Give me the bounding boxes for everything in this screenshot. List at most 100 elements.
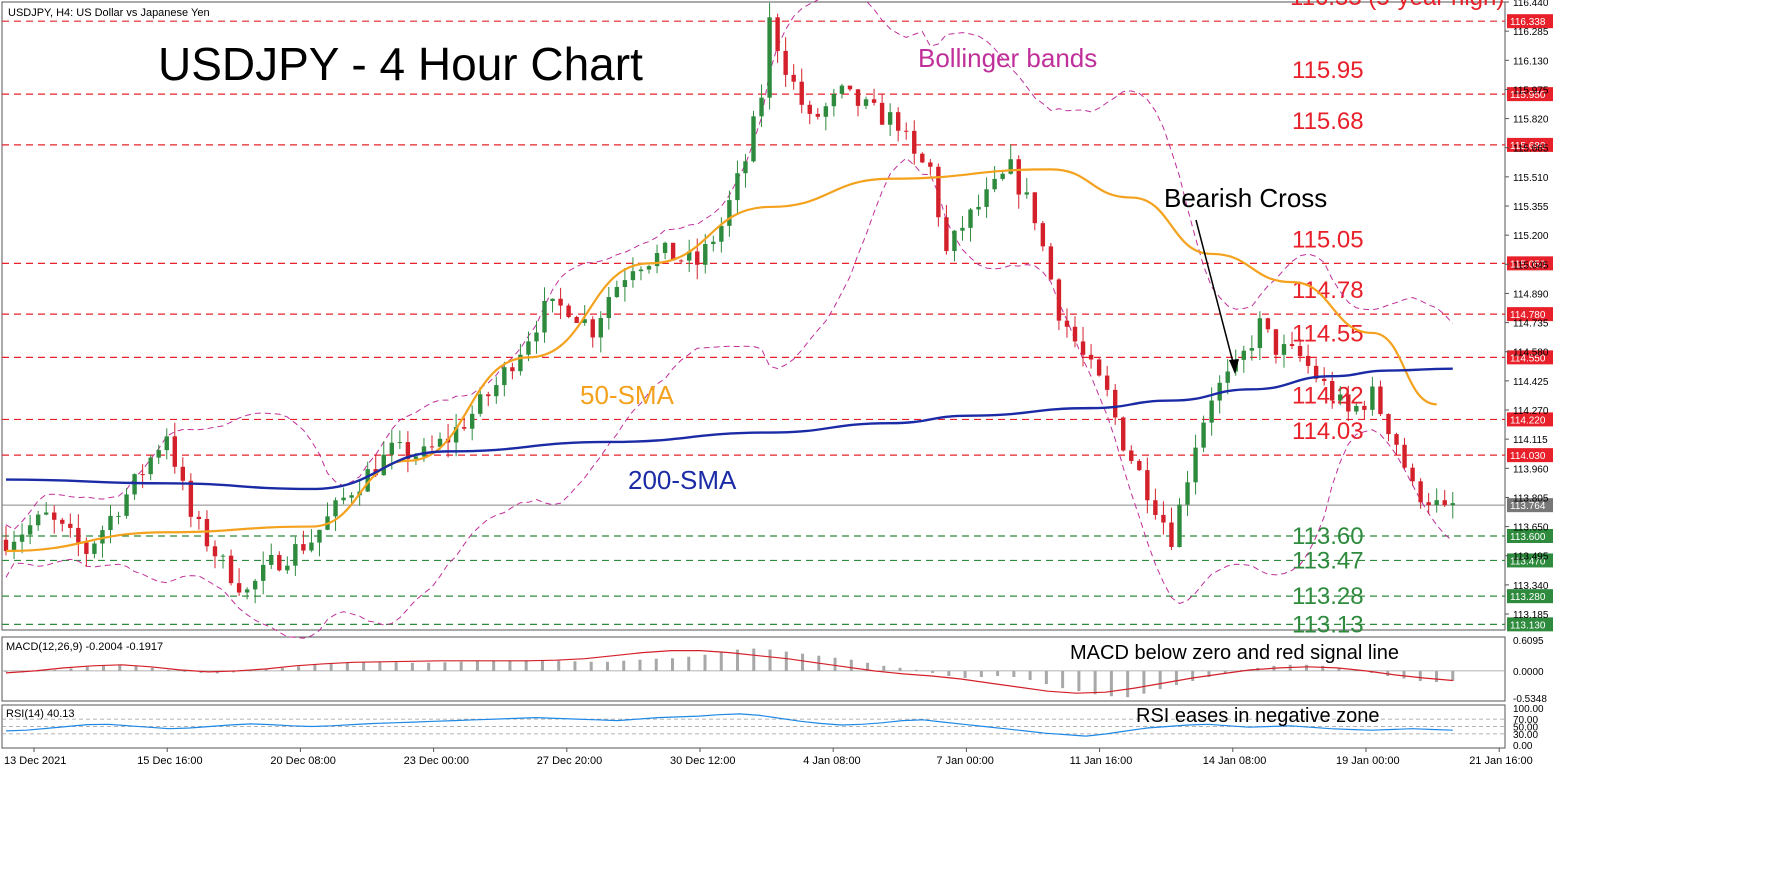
candle-body <box>19 534 25 542</box>
y-tick-label: 114.115 <box>1513 435 1548 446</box>
candle-body <box>1442 500 1447 506</box>
candle-body <box>912 130 917 154</box>
macd-panel-label: MACD(12,26,9) -0.2004 -0.1917 <box>6 641 163 653</box>
candle-body <box>437 438 443 447</box>
candle-body <box>244 589 250 593</box>
macd-histogram-bar <box>378 661 382 671</box>
candle-body <box>638 269 644 272</box>
candle-body <box>904 130 909 132</box>
macd-histogram-bar <box>1304 664 1308 671</box>
macd-histogram-bar <box>313 664 317 671</box>
candle-body <box>871 99 877 103</box>
candle-body <box>486 394 491 397</box>
candle-body <box>1080 341 1086 355</box>
candle-body <box>855 89 861 106</box>
y-tick-label: 116.130 <box>1513 56 1549 67</box>
candle-body <box>27 525 33 535</box>
macd-histogram-bar <box>524 660 528 671</box>
candle-body <box>703 244 708 265</box>
price-tag-label: 114.220 <box>1510 415 1546 426</box>
price-tag-label: 113.280 <box>1510 592 1546 603</box>
macd-histogram-bar <box>345 662 349 671</box>
candle-body <box>1040 223 1046 247</box>
x-tick-label: 11 Jan 16:00 <box>1070 755 1133 767</box>
macd-histogram-bar <box>1174 670 1178 686</box>
price-tag-box <box>1507 256 1553 271</box>
macd-histogram-bar <box>557 660 561 671</box>
candle-body <box>895 112 901 131</box>
price-tag-box <box>1507 87 1553 102</box>
macd-histogram-bar <box>687 656 691 671</box>
candle-body <box>1121 417 1126 451</box>
candle-body <box>1249 348 1255 351</box>
price-tag-label: 113.470 <box>1510 556 1546 567</box>
resistance-label: 114.22 <box>1292 382 1364 409</box>
y-tick-label: 115.355 <box>1513 202 1549 213</box>
macd-histogram-bar <box>1239 669 1243 671</box>
macd-histogram-bar <box>1093 670 1097 695</box>
macd-histogram-bar <box>882 665 886 671</box>
candle-body <box>606 297 612 319</box>
macd-histogram-bar <box>540 660 544 671</box>
y-tick-label: 114.425 <box>1513 377 1549 388</box>
candle-body <box>791 74 796 82</box>
main-panel-frame <box>1 1 1506 631</box>
candle-body <box>405 442 411 459</box>
macd-histogram-bar <box>150 667 154 671</box>
y-tick-label: 114.580 <box>1513 348 1549 359</box>
candle-body <box>1330 380 1335 401</box>
sma50-line <box>5 168 1437 553</box>
x-tick-label: 27 Dec 20:00 <box>537 755 602 767</box>
candle-body <box>654 252 660 267</box>
candle-body <box>662 242 668 253</box>
candle-body <box>188 480 194 517</box>
current-price-box <box>1507 498 1553 513</box>
candle-body <box>1225 371 1230 383</box>
candle-body <box>301 544 306 551</box>
y-tick-label: 116.285 <box>1513 27 1549 38</box>
candle-body <box>333 500 338 517</box>
candle-body <box>429 446 435 448</box>
macd-histogram-bar <box>1044 670 1048 685</box>
price-tag-box <box>1507 448 1553 463</box>
candle-body <box>767 17 772 98</box>
rsi-tick-label: 100.00 <box>1513 704 1544 715</box>
support-label: 113.28 <box>1292 583 1364 610</box>
y-tick-label: 115.510 <box>1513 173 1549 184</box>
candle-body <box>236 583 242 593</box>
candle-body <box>1289 344 1295 346</box>
candle-body <box>518 354 523 372</box>
rsi-tick-label: 0.00 <box>1513 741 1533 752</box>
rsi-note: RSI eases in negative zone <box>1136 705 1380 727</box>
x-tick-label: 30 Dec 12:00 <box>670 755 735 767</box>
macd-histogram-bar <box>248 670 252 672</box>
candle-body <box>719 225 724 242</box>
macd-tick-label: -0.5348 <box>1513 694 1547 705</box>
candle-body <box>68 523 73 528</box>
candle-body <box>1088 354 1094 360</box>
candle-body <box>1346 394 1351 412</box>
candle-body <box>695 251 700 265</box>
support-label: 113.60 <box>1292 523 1364 550</box>
macd-histogram-bar <box>1109 670 1113 697</box>
candle-body <box>389 442 395 455</box>
candle-body <box>735 173 740 201</box>
candle-body <box>510 367 515 372</box>
macd-histogram-bar <box>931 670 935 673</box>
candle-body <box>1386 414 1391 435</box>
candle-body <box>1056 279 1062 321</box>
candle-body <box>502 367 507 386</box>
macd-histogram-bar <box>134 665 138 671</box>
y-tick-label: 116.440 <box>1513 0 1549 9</box>
price-tag-label: 116.338 <box>1510 17 1546 28</box>
y-tick-label: 114.890 <box>1513 289 1549 300</box>
price-tag-box <box>1507 528 1553 543</box>
candle-body <box>711 241 716 245</box>
macd-histogram-bar <box>1435 670 1439 683</box>
macd-tick-label: 0.0000 <box>1513 667 1544 678</box>
candle-body <box>124 494 129 516</box>
macd-histogram-bar <box>1028 670 1032 681</box>
x-tick-label: 21 Jan 16:00 <box>1469 755 1533 767</box>
macd-histogram-bar <box>492 660 496 671</box>
